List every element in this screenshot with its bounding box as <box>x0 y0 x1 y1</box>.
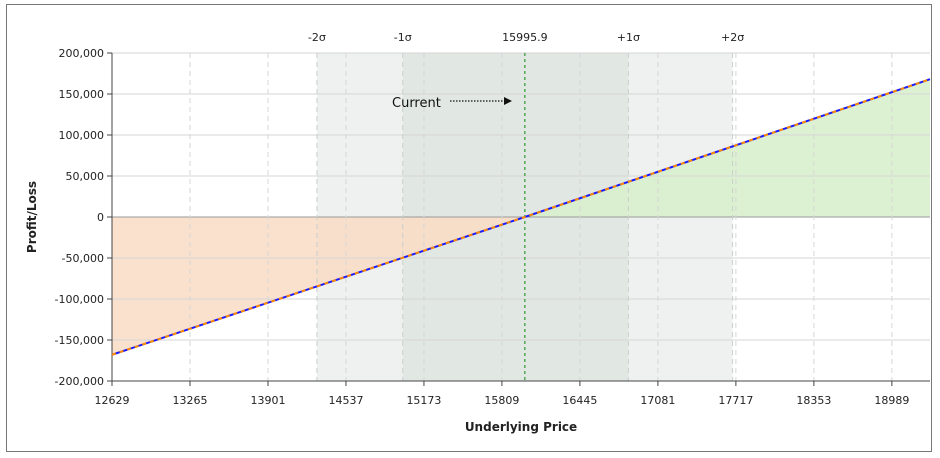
sigma-label: -1σ <box>394 31 412 44</box>
x-tick-label: 13265 <box>172 394 207 407</box>
y-tick-label: -200,000 <box>55 375 104 388</box>
y-tick-label: 150,000 <box>59 88 105 101</box>
y-tick-label: -150,000 <box>55 334 104 347</box>
x-tick-label: 14537 <box>328 394 363 407</box>
current-price-label: 15995.9 <box>502 31 548 44</box>
x-tick-label: 18989 <box>874 394 909 407</box>
x-tick-label: 13901 <box>250 394 285 407</box>
current-annotation: Current <box>392 96 441 111</box>
y-tick-label: -100,000 <box>55 293 104 306</box>
payoff-line-dash <box>111 78 931 356</box>
x-axis-title: Underlying Price <box>465 420 577 434</box>
x-tick-label: 16445 <box>562 394 597 407</box>
x-tick-label: 15809 <box>484 394 519 407</box>
y-tick-label: 50,000 <box>66 170 105 183</box>
x-tick-label: 17717 <box>718 394 753 407</box>
y-tick-label: 0 <box>97 211 104 224</box>
y-axis-title: Profit/Loss <box>25 181 39 253</box>
sigma-label: +2σ <box>721 31 744 44</box>
x-tick-label: 12629 <box>95 394 130 407</box>
y-tick-label: 100,000 <box>59 129 105 142</box>
y-tick-label: -50,000 <box>62 252 104 265</box>
sigma-label: +1σ <box>617 31 640 44</box>
x-tick-label: 18353 <box>796 394 831 407</box>
x-tick-label: 17081 <box>640 394 675 407</box>
y-tick-label: 200,000 <box>59 47 105 60</box>
x-tick-label: 15173 <box>406 394 441 407</box>
current-arrow-head <box>504 97 512 105</box>
sigma-label: -2σ <box>308 31 326 44</box>
